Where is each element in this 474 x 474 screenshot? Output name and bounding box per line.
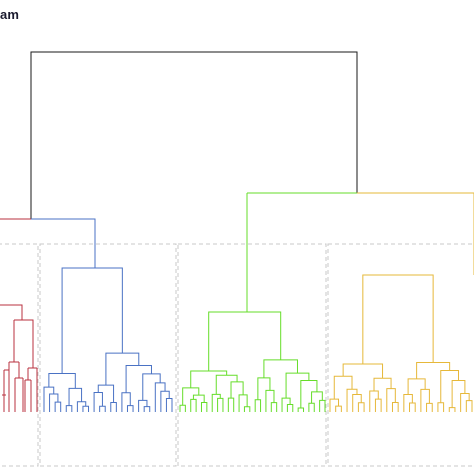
green-link: [179, 404, 186, 412]
gold-link: [333, 375, 353, 400]
green-cluster-tree: [179, 193, 326, 412]
green-link: [215, 374, 238, 395]
right-branch-gold-link: [357, 192, 474, 275]
green-link: [286, 403, 294, 412]
root-link: [30, 51, 358, 219]
gold-link: [465, 400, 473, 412]
blue-link: [68, 387, 83, 406]
green-link: [319, 399, 326, 412]
blue-link: [93, 391, 103, 412]
green-link: [227, 397, 235, 412]
gold-link: [346, 388, 358, 412]
red-cluster-tree: [0, 304, 38, 412]
gold-link: [352, 394, 362, 412]
blue-link: [48, 372, 76, 389]
cluster-box-green: [177, 243, 327, 467]
gold-link: [335, 405, 342, 412]
left-branch-blue-link: [31, 218, 96, 268]
blue-cluster-tree: [43, 267, 173, 412]
red-link: [24, 367, 38, 412]
green-link: [311, 391, 323, 404]
green-link: [190, 398, 197, 412]
blue-link: [143, 406, 151, 412]
green-link: [265, 389, 275, 412]
blue-link: [110, 402, 117, 412]
green-link: [257, 377, 271, 400]
blue-link: [49, 393, 59, 412]
gold-link: [448, 407, 456, 412]
gold-link: [426, 402, 433, 412]
gold-link: [369, 390, 379, 412]
green-link: [285, 372, 310, 399]
gold-link: [437, 402, 445, 412]
blue-link: [99, 405, 106, 412]
blue-link: [82, 405, 90, 412]
green-link: [308, 402, 315, 412]
red-link: [0, 304, 23, 320]
green-link: [200, 401, 208, 412]
blue-link: [126, 405, 134, 412]
cluster-box-red: [0, 243, 39, 467]
gold-cluster-tree: [329, 274, 474, 412]
gold-link: [460, 393, 470, 412]
blue-link: [125, 364, 152, 393]
gold-link: [362, 274, 434, 365]
green-link: [230, 381, 244, 399]
gold-link: [420, 388, 430, 412]
green-link: [208, 311, 282, 371]
blue-link: [97, 384, 115, 403]
red-link: [2, 369, 9, 412]
green-link: [270, 402, 278, 412]
cluster-box-blue: [39, 243, 177, 467]
green-link: [190, 370, 228, 388]
red-link: [14, 319, 34, 368]
gold-link: [451, 379, 466, 408]
root-links: [0, 51, 474, 275]
blue-link: [160, 390, 170, 412]
gold-link: [357, 402, 365, 412]
diagram-title: am: [0, 7, 20, 22]
gold-link: [409, 402, 416, 412]
gold-link: [440, 369, 460, 403]
blue-link: [105, 352, 140, 386]
blue-link: [61, 267, 123, 374]
green-link: [243, 406, 251, 412]
gold-link: [407, 378, 426, 395]
gold-link: [416, 362, 451, 379]
blue-link: [54, 401, 62, 412]
blue-link: [76, 401, 87, 412]
green-link: [192, 394, 205, 403]
green-link: [182, 387, 200, 406]
blue-link: [65, 405, 73, 412]
green-link: [281, 397, 291, 412]
blue-link: [142, 373, 161, 401]
cluster-boxes: [0, 243, 474, 467]
gold-link: [403, 394, 413, 412]
gold-link: [391, 402, 399, 412]
blue-link: [121, 392, 131, 412]
green-link: [217, 397, 224, 412]
green-link: [211, 393, 221, 412]
blue-link: [154, 382, 166, 412]
gold-link: [329, 398, 340, 412]
green-link: [238, 394, 248, 412]
gold-link: [374, 398, 382, 412]
green-link: [254, 399, 262, 412]
gold-link: [386, 388, 396, 412]
green-link: [263, 359, 298, 378]
cluster-box-gold: [327, 243, 474, 467]
blue-link: [165, 397, 173, 412]
red-link: [14, 362, 24, 412]
blue-link: [43, 386, 55, 412]
green-link: [297, 407, 305, 412]
